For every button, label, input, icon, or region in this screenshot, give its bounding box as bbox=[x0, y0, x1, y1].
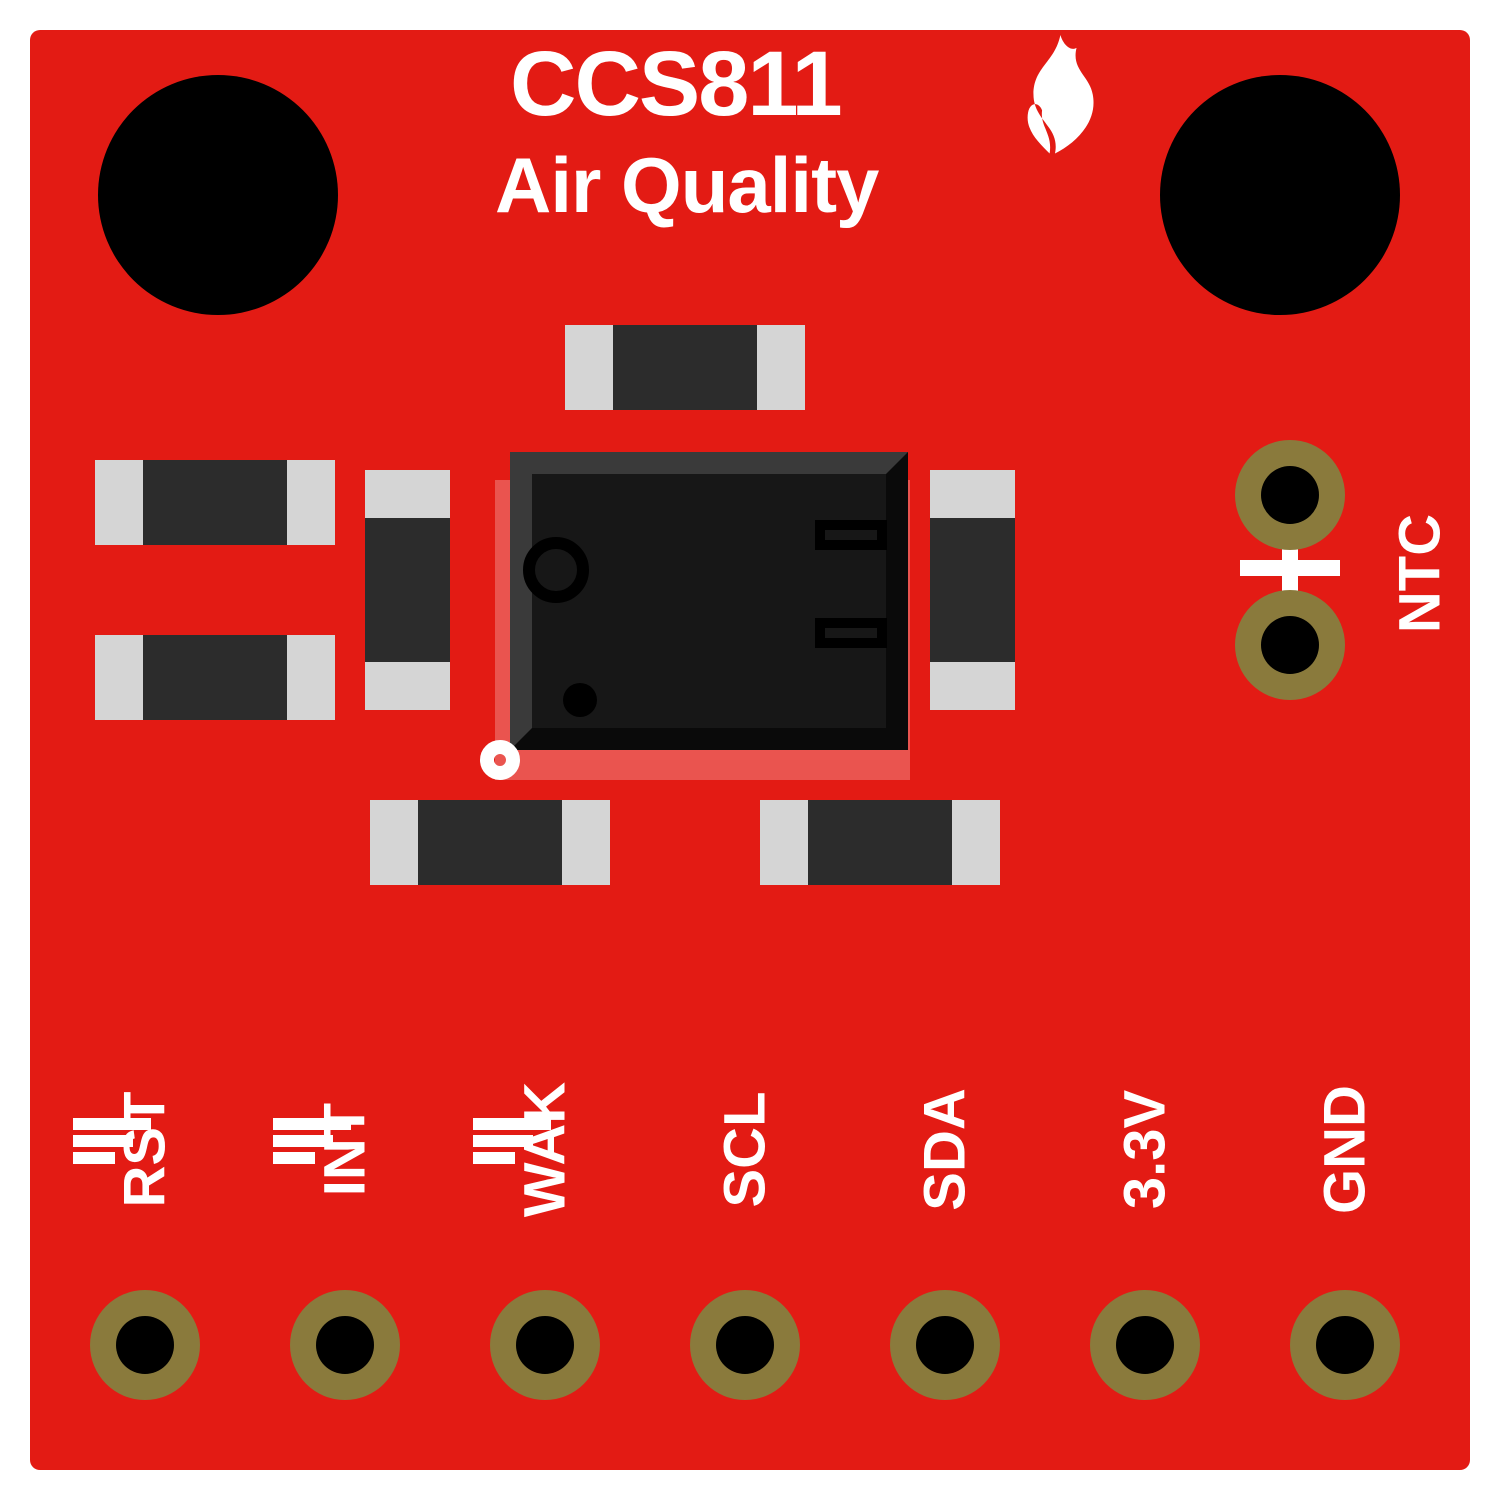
ntc-pad-0-hole bbox=[1261, 466, 1319, 524]
pin-label-rst: RST bbox=[112, 1070, 179, 1230]
active-low-bar bbox=[473, 1152, 515, 1164]
board-title: CCS811 bbox=[510, 32, 841, 137]
smd-cap bbox=[760, 800, 808, 885]
smd-cap bbox=[565, 325, 613, 410]
pin-pad-3p3v-hole bbox=[1116, 1316, 1174, 1374]
pin-label-gnd: GND bbox=[1312, 1070, 1379, 1230]
pin-pad-scl-hole bbox=[716, 1316, 774, 1374]
pin-label-wak: WAK bbox=[512, 1070, 579, 1230]
smd-cap bbox=[757, 325, 805, 410]
active-low-bar bbox=[273, 1118, 351, 1130]
ntc-symbol-cross bbox=[1240, 560, 1340, 576]
sparkfun-flame-icon bbox=[1000, 35, 1110, 175]
pin-pad-int-hole bbox=[316, 1316, 374, 1374]
mounting-hole bbox=[1160, 75, 1400, 315]
pin-label-scl: SCL bbox=[712, 1070, 779, 1230]
pin-pad-gnd-hole bbox=[1316, 1316, 1374, 1374]
active-low-bar bbox=[273, 1152, 315, 1164]
ic-marking-circle bbox=[523, 537, 589, 603]
pin1-indicator bbox=[480, 740, 520, 780]
pin-pad-rst-hole bbox=[116, 1316, 174, 1374]
smd-cap bbox=[365, 662, 450, 710]
ic-port bbox=[815, 618, 887, 648]
smd-cap bbox=[95, 460, 143, 545]
board-subtitle: Air Quality bbox=[495, 140, 878, 231]
pin-pad-sda-hole bbox=[916, 1316, 974, 1374]
mounting-hole bbox=[98, 75, 338, 315]
smd-cap bbox=[365, 470, 450, 518]
smd-cap bbox=[370, 800, 418, 885]
smd-cap bbox=[930, 470, 1015, 518]
ntc-pad-1-hole bbox=[1261, 616, 1319, 674]
ntc-label: NTC bbox=[1387, 514, 1454, 634]
active-low-bar bbox=[473, 1135, 533, 1147]
active-low-bar bbox=[73, 1135, 133, 1147]
pin-label-sda: SDA bbox=[912, 1070, 979, 1230]
smd-cap bbox=[562, 800, 610, 885]
smd-cap bbox=[287, 460, 335, 545]
pin-label-3p3v: 3.3V bbox=[1112, 1070, 1179, 1230]
active-low-bar bbox=[473, 1118, 551, 1130]
ic-port bbox=[815, 520, 887, 550]
active-low-bar bbox=[73, 1152, 115, 1164]
pin-label-int: INT bbox=[312, 1070, 379, 1230]
smd-cap bbox=[287, 635, 335, 720]
active-low-bar bbox=[73, 1118, 151, 1130]
pin-pad-wak-hole bbox=[516, 1316, 574, 1374]
smd-cap bbox=[952, 800, 1000, 885]
active-low-bar bbox=[273, 1135, 333, 1147]
smd-cap bbox=[95, 635, 143, 720]
smd-cap bbox=[930, 662, 1015, 710]
ic-marking-dot bbox=[563, 683, 597, 717]
